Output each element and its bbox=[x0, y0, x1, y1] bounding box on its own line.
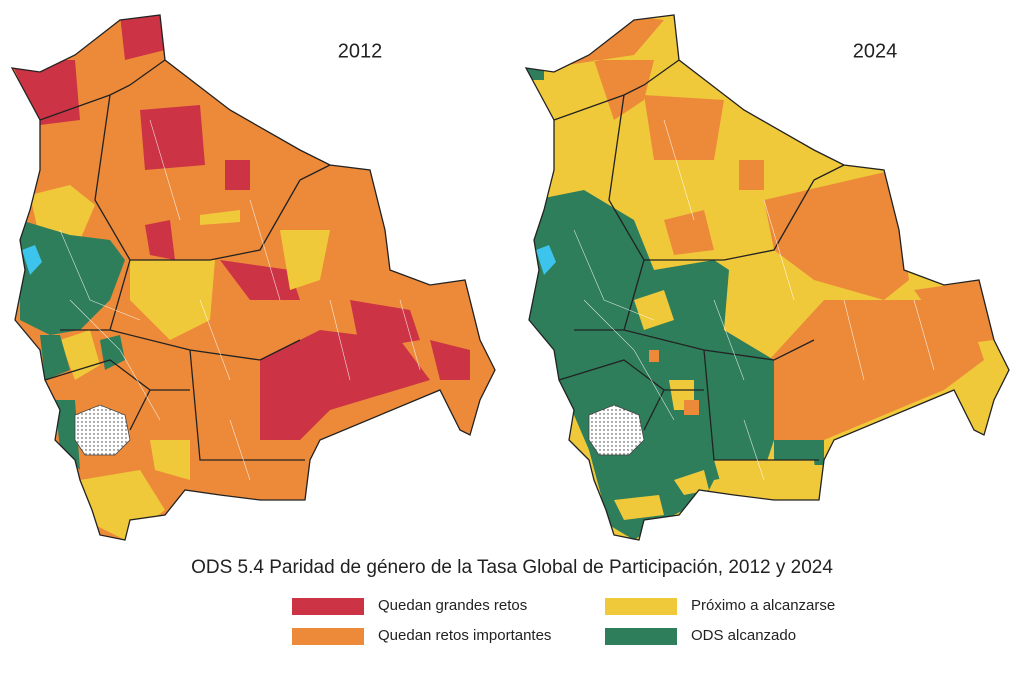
legend-label: Quedan retos importantes bbox=[378, 627, 551, 644]
legend-label: ODS alcanzado bbox=[691, 627, 796, 644]
legend-label: Quedan grandes retos bbox=[378, 597, 527, 614]
map-year: 2024 bbox=[853, 40, 898, 62]
legend-label: Próximo a alcanzarse bbox=[691, 597, 835, 614]
legend-swatch bbox=[292, 628, 364, 645]
map-year: 2012 bbox=[338, 40, 383, 62]
map-2024 bbox=[524, 15, 1009, 540]
legend-swatch bbox=[292, 598, 364, 615]
legend-swatch bbox=[605, 598, 677, 615]
map-2012 bbox=[10, 15, 495, 540]
legend: Quedan grandes retos Quedan retos importa… bbox=[292, 597, 835, 645]
legend-swatch bbox=[605, 628, 677, 645]
figure-title: ODS 5.4 Paridad de género de la Tasa Glo… bbox=[191, 557, 833, 578]
